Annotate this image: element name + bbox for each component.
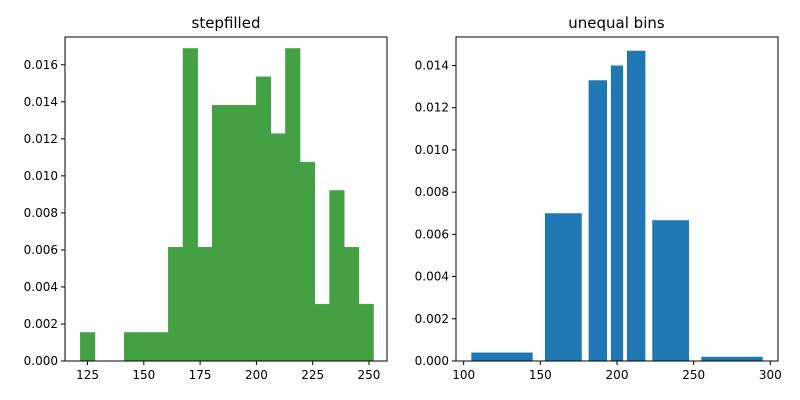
- y-tick-label: 0.002: [24, 317, 58, 331]
- x-tick-label: 200: [245, 368, 268, 382]
- y-tick-label: 0.002: [415, 312, 449, 326]
- bars: [80, 48, 374, 362]
- histogram-bar: [701, 356, 763, 361]
- y-tick-label: 0.004: [415, 270, 449, 284]
- chart-title: unequal bins: [568, 14, 665, 32]
- histogram-bar: [80, 332, 96, 362]
- histogram-bar: [626, 50, 646, 361]
- histogram-bar: [168, 247, 184, 362]
- y-tick-label: 0.008: [415, 185, 449, 199]
- histogram-bar: [299, 161, 315, 362]
- y-tick-label: 0.008: [24, 206, 58, 220]
- y-tick-label: 0.014: [415, 58, 449, 72]
- x-tick-label: 150: [132, 368, 155, 382]
- y-tick-label: 0.006: [24, 243, 58, 257]
- axes-frame: [64, 36, 388, 362]
- histogram-bar: [329, 190, 345, 362]
- x-tick-label: 250: [682, 368, 705, 382]
- histogram-bar: [241, 105, 257, 362]
- histogram-bar: [343, 247, 360, 362]
- y-tick-label: 0.000: [415, 354, 449, 368]
- histogram-bar: [153, 332, 169, 362]
- histogram-bar: [285, 48, 301, 362]
- histogram-bar: [138, 332, 154, 362]
- chart-title: stepfilled: [192, 14, 261, 32]
- histogram-bar: [471, 352, 533, 361]
- histogram-bar: [610, 65, 624, 361]
- y-tick-label: 0.010: [24, 169, 58, 183]
- histogram-bar: [588, 80, 608, 361]
- histogram-bar: [212, 105, 228, 362]
- y-tick-label: 0.012: [24, 132, 58, 146]
- histogram-bar: [226, 105, 242, 362]
- y-tick-label: 0.000: [24, 354, 58, 368]
- stepfilled-panel: stepfilled 125 150 175 200 225 250 0.000 0.002 0…: [24, 14, 388, 382]
- histogram-bar: [358, 303, 374, 362]
- histogram-bar: [197, 247, 213, 362]
- x-tick-label: 175: [189, 368, 212, 382]
- histogram-bar: [544, 213, 582, 361]
- x-tick-label: 300: [759, 368, 782, 382]
- x-tick-label: 200: [606, 368, 629, 382]
- y-tick-label: 0.006: [415, 227, 449, 241]
- histogram-bar: [314, 303, 330, 362]
- y-tick-label: 0.012: [415, 101, 449, 115]
- y-tick-label: 0.010: [415, 143, 449, 157]
- y-tick-label: 0.004: [24, 280, 58, 294]
- histogram-bar: [270, 133, 286, 362]
- histogram-bar: [255, 76, 272, 362]
- x-tick-label: 100: [452, 368, 475, 382]
- x-tick-label: 225: [301, 368, 324, 382]
- histogram-bar: [182, 48, 198, 362]
- histogram-bar: [123, 332, 140, 362]
- x-tick-label: 125: [76, 368, 99, 382]
- bars: [471, 50, 763, 361]
- y-tick-label: 0.014: [24, 95, 58, 109]
- x-tick-label: 250: [358, 368, 381, 382]
- y-tick-label: 0.016: [24, 58, 58, 72]
- x-tick-label: 150: [529, 368, 552, 382]
- histogram-bar: [652, 220, 690, 361]
- unequal-bins-panel: unequal bins 100 150 200 250 300 0.000 0.002 0.…: [415, 14, 782, 382]
